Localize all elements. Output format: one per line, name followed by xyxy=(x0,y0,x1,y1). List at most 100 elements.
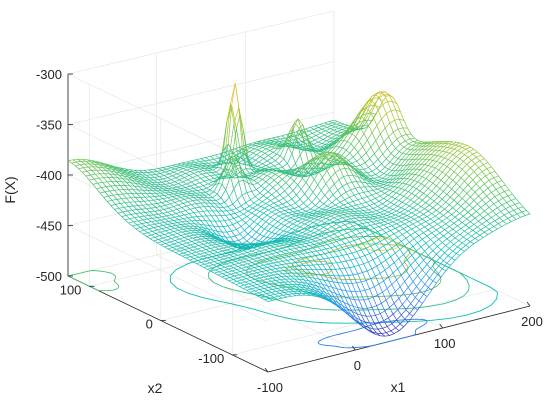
mesh-line-x2 xyxy=(154,223,159,227)
mesh-line-x2 xyxy=(237,266,242,269)
mesh-line-x1 xyxy=(145,211,151,213)
mesh-line-x2 xyxy=(376,210,381,213)
mesh-line-x1 xyxy=(263,171,269,175)
mesh-line-x2 xyxy=(326,244,331,249)
mesh-line-x2 xyxy=(359,232,364,238)
mesh-line-x2 xyxy=(223,168,227,171)
mesh-line-x2 xyxy=(246,240,251,244)
mesh-line-x1 xyxy=(433,196,439,202)
mesh-line-x1 xyxy=(167,234,173,237)
mesh-line-x2 xyxy=(173,243,178,247)
mesh-line-x1 xyxy=(256,259,262,262)
mesh-line-x1 xyxy=(262,214,268,220)
mesh-line-x1 xyxy=(259,228,265,235)
mesh-line-x1 xyxy=(178,228,184,231)
mesh-line-x2 xyxy=(290,205,295,209)
mesh-line-x1 xyxy=(127,209,133,212)
mesh-line-x1 xyxy=(330,172,336,178)
mesh-line-x2 xyxy=(383,224,388,228)
mesh-line-x2 xyxy=(93,163,98,168)
mesh-line-x2 xyxy=(342,147,347,151)
mesh-line-x1 xyxy=(247,207,253,212)
mesh-line-x2 xyxy=(378,185,383,188)
mesh-line-x2 xyxy=(323,164,328,171)
mesh-line-x2 xyxy=(358,220,363,224)
mesh-line-x2 xyxy=(136,193,141,198)
mesh-line-x1 xyxy=(323,199,329,205)
mesh-line-x1 xyxy=(89,178,95,181)
mesh-line-x2 xyxy=(265,258,270,262)
mesh-line-x2 xyxy=(424,208,429,212)
mesh-line-x1 xyxy=(402,215,408,219)
mesh-line-x2 xyxy=(149,196,154,201)
mesh-line-x2 xyxy=(337,153,342,156)
mesh-line-x2 xyxy=(412,186,417,190)
mesh-line-x2 xyxy=(232,128,237,153)
mesh-line-x2 xyxy=(244,173,249,184)
mesh-line-x1 xyxy=(292,242,298,244)
mesh-line-x2 xyxy=(143,200,148,205)
mesh-line-x2 xyxy=(415,174,419,176)
mesh-line-x2 xyxy=(247,210,252,214)
mesh-line-x1 xyxy=(271,209,277,213)
mesh-line-x1 xyxy=(389,175,395,180)
mesh-line-x2 xyxy=(184,199,188,203)
mesh-line-x1 xyxy=(251,249,257,252)
mesh-line-x1 xyxy=(406,173,413,179)
mesh-line-x2 xyxy=(256,209,261,212)
mesh-line-x2 xyxy=(377,217,382,221)
mesh-line-x2 xyxy=(258,216,263,220)
mesh-line-x1 xyxy=(297,232,303,236)
mesh-line-x2 xyxy=(324,222,329,225)
mesh-line-x1 xyxy=(168,206,174,209)
mesh-line-x2 xyxy=(225,169,230,177)
mesh-line-x1 xyxy=(136,223,142,226)
mesh-line-x2 xyxy=(223,226,228,233)
mesh-line-x2 xyxy=(344,199,349,204)
mesh-line-x1 xyxy=(338,214,344,217)
mesh-line-x2 xyxy=(80,161,85,165)
mesh-line-x2 xyxy=(218,207,223,212)
mesh-line-x1 xyxy=(218,247,224,250)
mesh-line-x2 xyxy=(234,235,239,241)
mesh-line-x2 xyxy=(172,247,177,250)
mesh-line-x1 xyxy=(372,159,379,165)
mesh-line-x2 xyxy=(169,191,174,195)
mesh-line-x2 xyxy=(277,261,282,265)
mesh-line-x2 xyxy=(231,156,236,166)
mesh-line-x1 xyxy=(429,175,435,181)
mesh-line-x2 xyxy=(207,268,212,272)
mesh-line-x1 xyxy=(221,120,228,153)
mesh-line-x2 xyxy=(416,188,421,192)
mesh-line-x2 xyxy=(139,231,144,235)
mesh-line-x2 xyxy=(399,212,404,215)
mesh-line-x2 xyxy=(344,224,349,229)
grid-line-y-floor xyxy=(232,289,496,356)
mesh-line-x2 xyxy=(319,200,324,205)
mesh-line-x1 xyxy=(184,247,190,251)
mesh-line-x1 xyxy=(173,183,179,186)
mesh-line-x2 xyxy=(261,151,266,154)
mesh-line-x1 xyxy=(210,154,216,157)
mesh-line-x1 xyxy=(268,152,274,156)
mesh-line-x2 xyxy=(349,241,354,247)
mesh-line-x2 xyxy=(163,237,167,241)
mesh-line-x2 xyxy=(316,250,321,255)
mesh-line-x1 xyxy=(117,211,123,214)
mesh-line-x1 xyxy=(370,223,376,226)
mesh-line-x1 xyxy=(161,168,167,171)
mesh-line-x1 xyxy=(187,165,193,168)
mesh-line-x2 xyxy=(214,174,219,178)
mesh-line-x2 xyxy=(286,175,291,179)
mesh-line-x1 xyxy=(345,162,351,167)
mesh-line-x2 xyxy=(364,186,369,192)
mesh-line-x2 xyxy=(322,177,327,184)
mesh-line-x1 xyxy=(398,146,405,152)
mesh-line-x1 xyxy=(240,269,246,272)
mesh-line-x1 xyxy=(165,170,171,173)
mesh-line-x2 xyxy=(341,129,346,132)
mesh-line-x2 xyxy=(380,91,385,95)
mesh-line-x1 xyxy=(332,131,338,135)
mesh-line-x1 xyxy=(381,232,387,236)
mesh-line-x1 xyxy=(466,160,472,165)
